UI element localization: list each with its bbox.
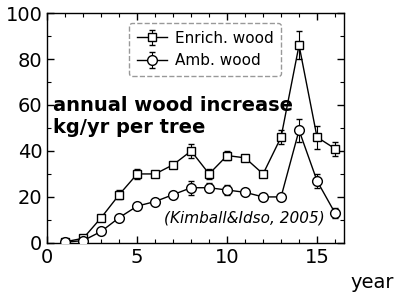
Legend: Enrich. wood, Amb. wood: Enrich. wood, Amb. wood [129,23,281,76]
Text: annual wood increase
kg/yr per tree: annual wood increase kg/yr per tree [53,96,293,137]
Text: year: year [351,274,394,292]
Text: (Kimball&Idso, 2005): (Kimball&Idso, 2005) [164,210,325,225]
